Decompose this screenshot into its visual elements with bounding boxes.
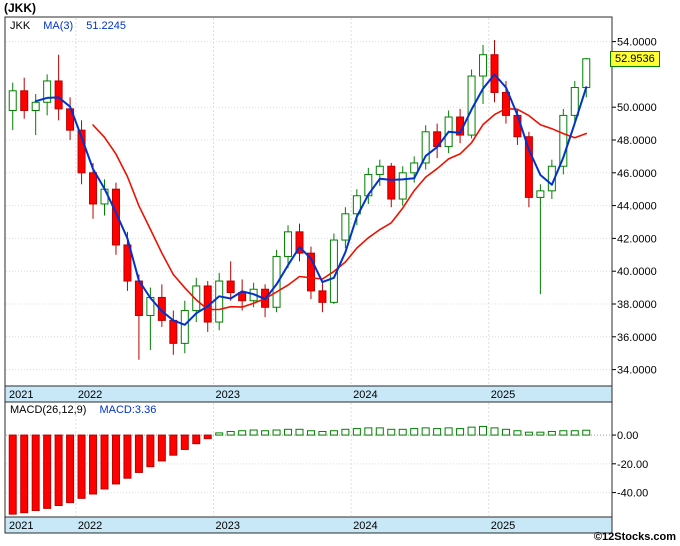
svg-text:46.0000: 46.0000 — [617, 168, 657, 180]
symbol-label: JKK — [10, 20, 31, 32]
macd-panel-legend: MACD(26,12,9) MACD:3.36 — [10, 404, 166, 416]
watermark: ©12Stocks.com — [593, 531, 676, 543]
macd-params-label: MACD(26,12,9) — [10, 404, 87, 416]
macd-bars-layer — [8, 425, 591, 515]
price-axis-labels: 54.0000 50.0000 48.0000 46.0000 44.0000 42.00… — [612, 37, 657, 377]
svg-text:2023: 2023 — [215, 389, 239, 401]
date-axis-strips — [4, 385, 613, 534]
svg-text:44.0000: 44.0000 — [617, 201, 657, 213]
svg-text:38.0000: 38.0000 — [617, 299, 657, 311]
svg-text:2021: 2021 — [9, 520, 33, 532]
svg-text:36.0000: 36.0000 — [617, 332, 657, 344]
svg-text:42.0000: 42.0000 — [617, 233, 657, 245]
candles-layer — [8, 39, 591, 360]
date-axis-labels: 2021 2021 2022 2022 2023 2023 2024 2024 2025 2025 — [9, 389, 515, 532]
svg-text:2025: 2025 — [491, 389, 515, 401]
svg-text:-40.00: -40.00 — [617, 488, 648, 500]
ma-lines-layer — [34, 73, 588, 326]
ma-value: 51.2245 — [86, 20, 127, 32]
last-price-badge: 52.9536 — [610, 51, 660, 67]
svg-text:-20.00: -20.00 — [617, 459, 648, 471]
svg-text:54.0000: 54.0000 — [617, 37, 657, 49]
macd-value-label: MACD:3.36 — [99, 404, 157, 416]
svg-text:40.0000: 40.0000 — [617, 266, 657, 278]
price-panel-legend: JKK MA(3) 51.2245 — [10, 20, 136, 32]
panel-borders — [4, 16, 613, 518]
page-title: (JKK) — [4, 1, 36, 15]
svg-text:2022: 2022 — [78, 520, 102, 532]
svg-text:50.0000: 50.0000 — [617, 102, 657, 114]
svg-text:34.0000: 34.0000 — [617, 365, 657, 377]
svg-text:2025: 2025 — [491, 520, 515, 532]
svg-text:2024: 2024 — [353, 389, 377, 401]
svg-text:2022: 2022 — [78, 389, 102, 401]
svg-text:0.00: 0.00 — [617, 430, 638, 442]
ma-fast-line — [34, 73, 588, 326]
svg-text:2024: 2024 — [353, 520, 377, 532]
svg-text:2023: 2023 — [215, 520, 239, 532]
ma-label: MA(3) — [43, 20, 74, 32]
ma-slow-line — [92, 107, 588, 311]
svg-text:2021: 2021 — [9, 389, 33, 401]
svg-text:48.0000: 48.0000 — [617, 135, 657, 147]
gridlines — [6, 18, 611, 516]
macd-axis-labels: 0.00 -20.00 -40.00 — [612, 430, 648, 500]
